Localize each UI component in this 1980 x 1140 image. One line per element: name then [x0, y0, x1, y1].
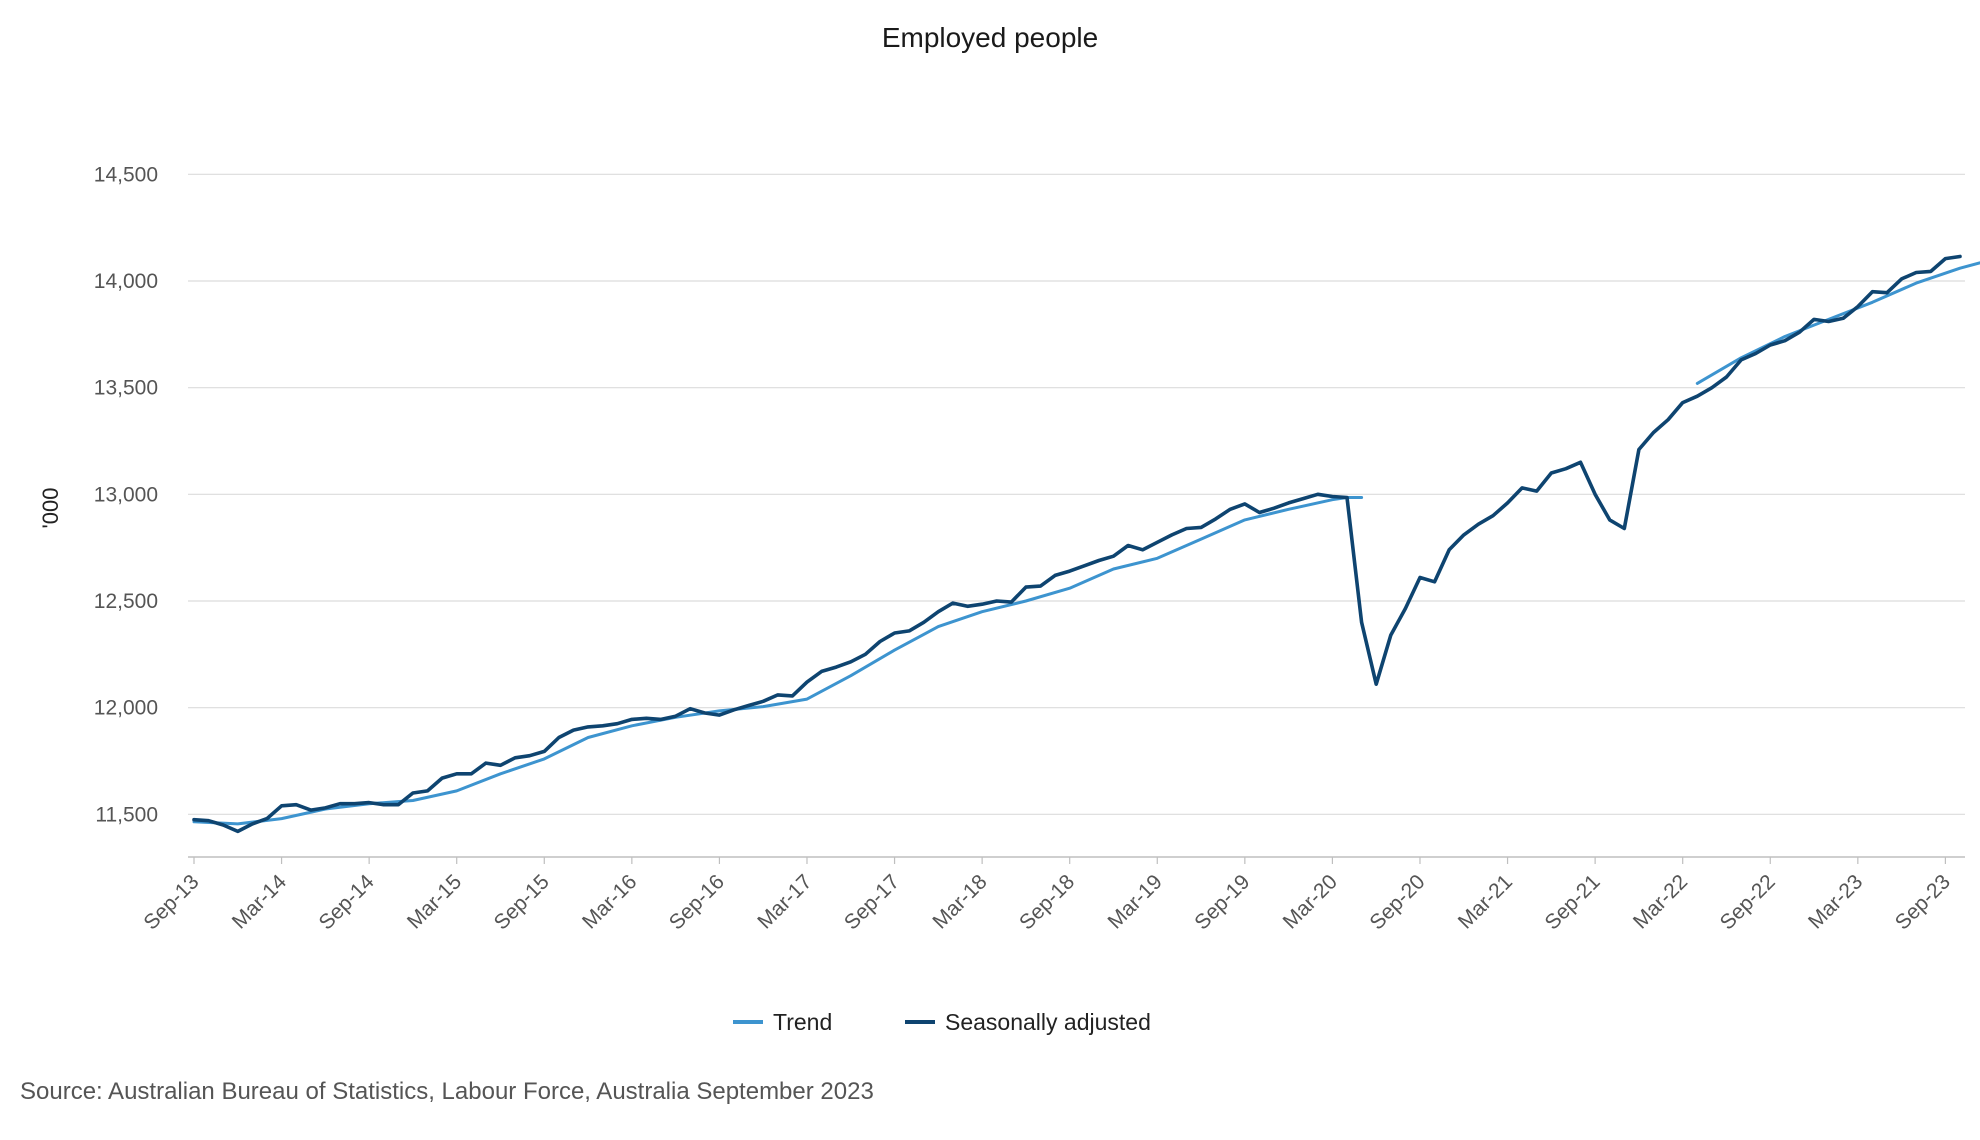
y-tick-label: 14,000	[94, 270, 158, 293]
x-axis	[188, 856, 1965, 864]
x-tick-label: Mar-15	[403, 870, 466, 933]
x-tick-label: Mar-17	[753, 870, 816, 933]
legend-label: Seasonally adjusted	[945, 1009, 1151, 1035]
x-tick-label: Sep-13	[139, 870, 203, 934]
x-tick-label: Mar-20	[1279, 870, 1342, 933]
series-layer	[192, 254, 1980, 834]
legend: Trend Seasonally adjusted	[733, 1009, 1151, 1035]
source-note: Source: Australian Bureau of Statistics,…	[20, 1078, 874, 1105]
chart-title: Employed people	[881, 22, 1099, 53]
x-tick-label: Sep-23	[1891, 870, 1955, 934]
y-tick-label: 13,000	[94, 483, 158, 506]
x-tick-label: Sep-17	[840, 870, 904, 934]
x-tick-label: Mar-19	[1104, 870, 1167, 933]
x-tick-label: Sep-16	[665, 870, 729, 934]
x-tick-label: Sep-18	[1015, 870, 1079, 934]
x-tick-label: Mar-21	[1454, 870, 1517, 933]
legend-item[interactable]: Trend	[733, 1009, 832, 1035]
series-trend	[192, 261, 1980, 826]
x-tick-label: Sep-21	[1541, 870, 1605, 934]
y-axis-title: '000	[38, 488, 63, 529]
series-seasonally-adjusted	[192, 254, 1962, 834]
y-tick-label: 12,000	[94, 697, 158, 720]
x-tick-label: Sep-19	[1190, 870, 1254, 934]
y-tick-label: 13,500	[94, 377, 158, 400]
y-tick-label: 12,500	[94, 590, 158, 613]
gridlines	[188, 173, 1965, 815]
legend-label: Trend	[773, 1009, 832, 1035]
x-tick-label: Mar-16	[578, 870, 641, 933]
y-tick-label: 11,500	[95, 803, 158, 826]
series-line	[192, 254, 1962, 834]
x-tick-label: Mar-18	[928, 870, 991, 933]
y-axis-tick-labels: 11,500 12,000 12,500 13,000 13,500 14,000 14,5…	[94, 163, 158, 826]
x-tick-label: Mar-14	[228, 870, 292, 934]
y-tick-label: 14,500	[94, 163, 158, 186]
x-tick-label: Sep-14	[315, 870, 379, 934]
x-tick-label: Sep-20	[1365, 870, 1429, 934]
x-tick-label: Mar-22	[1629, 870, 1692, 933]
legend-item[interactable]: Seasonally adjusted	[905, 1009, 1151, 1035]
x-tick-label: Sep-15	[490, 870, 554, 934]
series-line	[192, 496, 1364, 826]
x-axis-tick-labels: Sep-13 Mar-14 Sep-14 Mar-15 Sep-15 Mar-16 Sep-…	[139, 870, 1955, 934]
x-tick-label: Mar-23	[1804, 870, 1867, 933]
x-tick-label: Sep-22	[1716, 870, 1780, 934]
